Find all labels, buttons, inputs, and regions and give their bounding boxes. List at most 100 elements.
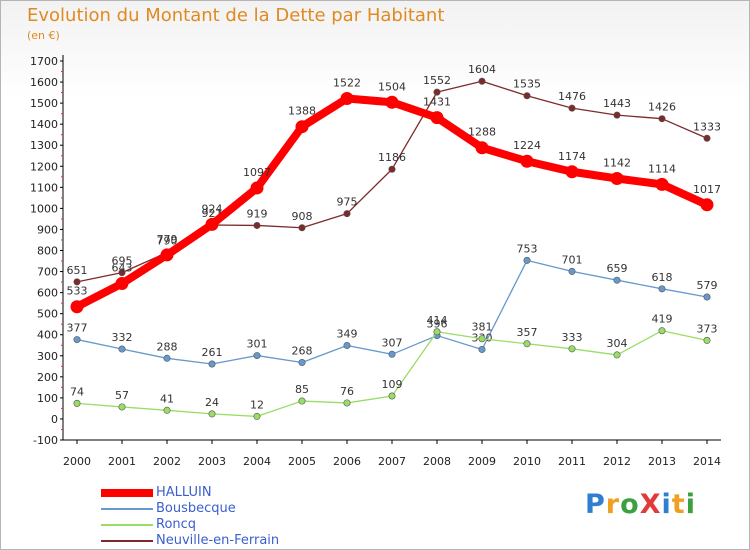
data-point-bousbecque: [73, 336, 81, 344]
x-tick-label: 2007: [378, 455, 406, 468]
data-point-neuville-en-ferrain: [73, 278, 81, 286]
chart-title: Evolution du Montant de la Dette par Hab…: [27, 5, 445, 26]
logo-letter: P: [585, 489, 606, 520]
data-point-neuville-en-ferrain: [343, 210, 351, 218]
data-point-neuville-en-ferrain: [298, 224, 306, 232]
data-point-neuville-en-ferrain: [568, 104, 576, 112]
data-label-halluin: 1431: [423, 96, 451, 109]
data-label-neuville-en-ferrain: 790: [157, 235, 178, 248]
logo-letter: i: [685, 489, 696, 520]
data-label-roncq: 41: [160, 392, 174, 405]
data-point-halluin: [430, 111, 444, 125]
legend-swatch-roncq: [101, 524, 153, 526]
data-label-neuville-en-ferrain: 651: [67, 264, 88, 277]
data-point-roncq: [568, 345, 576, 353]
y-tick-label: 700: [37, 266, 58, 279]
data-point-neuville-en-ferrain: [523, 92, 531, 100]
data-point-bousbecque: [208, 360, 216, 368]
data-label-roncq: 419: [652, 313, 673, 326]
data-label-bousbecque: 307: [382, 336, 403, 349]
legend-swatch-halluin: [101, 489, 153, 497]
data-point-halluin: [385, 95, 399, 109]
data-point-roncq: [208, 410, 216, 418]
y-tick-label: 1100: [30, 181, 58, 194]
data-point-roncq: [433, 328, 441, 336]
data-label-halluin: 1522: [333, 76, 361, 89]
data-point-bousbecque: [478, 345, 486, 353]
data-point-bousbecque: [658, 285, 666, 293]
data-label-bousbecque: 659: [607, 262, 628, 275]
data-label-halluin: 1097: [243, 166, 271, 179]
x-tick-label: 2002: [153, 455, 181, 468]
chart-legend: HALLUIN Bousbecque Roncq Neuville-en-Fer…: [101, 485, 361, 549]
data-label-neuville-en-ferrain: 1535: [513, 78, 541, 91]
y-tick-label: 1300: [30, 139, 58, 152]
data-label-bousbecque: 301: [247, 338, 268, 351]
data-label-neuville-en-ferrain: 1186: [378, 151, 406, 164]
data-label-neuville-en-ferrain: 1604: [468, 63, 496, 76]
legend-item-halluin: HALLUIN: [101, 485, 361, 501]
data-label-neuville-en-ferrain: 1552: [423, 74, 451, 87]
data-label-roncq: 74: [70, 385, 84, 398]
data-point-bousbecque: [253, 352, 261, 360]
data-point-neuville-en-ferrain: [658, 115, 666, 123]
data-point-halluin: [205, 217, 219, 231]
data-label-halluin: 1288: [468, 126, 496, 139]
x-tick-label: 2005: [288, 455, 316, 468]
data-point-bousbecque: [298, 359, 306, 367]
y-tick-label: 300: [37, 350, 58, 363]
data-point-roncq: [298, 397, 306, 405]
data-label-bousbecque: 288: [157, 340, 178, 353]
y-tick-label: 1200: [30, 160, 58, 173]
legend-label-roncq: Roncq: [156, 517, 197, 532]
data-label-roncq: 24: [205, 396, 219, 409]
data-point-roncq: [343, 399, 351, 407]
data-label-roncq: 381: [472, 321, 493, 334]
data-point-halluin: [70, 300, 84, 314]
data-point-neuville-en-ferrain: [388, 165, 396, 173]
data-label-bousbecque: 261: [202, 346, 223, 359]
data-point-halluin: [700, 198, 714, 212]
data-label-roncq: 85: [295, 383, 309, 396]
data-point-neuville-en-ferrain: [118, 269, 126, 277]
data-label-roncq: 357: [517, 326, 538, 339]
data-label-bousbecque: 396: [427, 318, 448, 331]
series-line-halluin: [73, 94, 711, 311]
y-tick-label: 1600: [30, 76, 58, 89]
x-tick-label: 2003: [198, 455, 226, 468]
x-tick-label: 2004: [243, 455, 271, 468]
data-point-roncq: [163, 406, 171, 414]
data-point-halluin: [565, 165, 579, 179]
chart-subtitle: (en €): [27, 29, 60, 42]
data-label-roncq: 373: [697, 322, 718, 335]
data-label-neuville-en-ferrain: 1333: [693, 120, 721, 133]
data-point-halluin: [340, 91, 354, 105]
data-label-roncq: 109: [382, 378, 403, 391]
data-label-bousbecque: 753: [517, 242, 538, 255]
data-label-halluin: 1504: [378, 80, 406, 93]
data-point-neuville-en-ferrain: [253, 221, 261, 229]
data-point-bousbecque: [523, 256, 531, 264]
y-tick-label: 400: [37, 329, 58, 342]
y-tick-label: 900: [37, 223, 58, 236]
data-label-neuville-en-ferrain: 908: [292, 210, 313, 223]
data-point-halluin: [475, 141, 489, 155]
y-tick-label: 1400: [30, 118, 58, 131]
y-tick-label: 0: [51, 413, 58, 426]
data-label-halluin: 1017: [693, 183, 721, 196]
data-point-halluin: [250, 181, 264, 195]
data-label-halluin: 1174: [558, 150, 586, 163]
data-point-bousbecque: [388, 350, 396, 358]
data-label-roncq: 57: [115, 389, 129, 402]
data-label-halluin: 1224: [513, 139, 541, 152]
data-label-roncq: 76: [340, 385, 354, 398]
x-tick-label: 2011: [558, 455, 586, 468]
y-tick-label: 1500: [30, 97, 58, 110]
data-label-roncq: 414: [427, 314, 448, 327]
logo-letter: o: [620, 489, 640, 520]
data-point-halluin: [610, 171, 624, 185]
x-tick-label: 2000: [63, 455, 91, 468]
data-point-halluin: [160, 248, 174, 262]
